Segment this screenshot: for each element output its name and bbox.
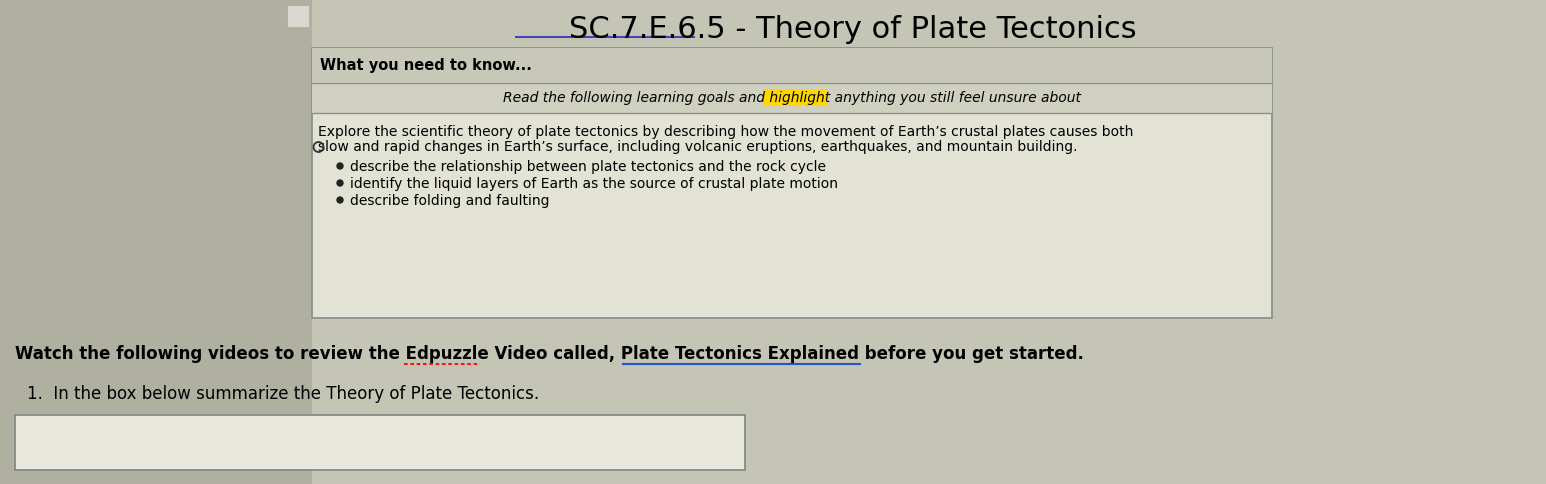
Text: identify the liquid layers of Earth as the source of crustal plate motion: identify the liquid layers of Earth as t… (349, 177, 838, 191)
FancyBboxPatch shape (312, 83, 1272, 113)
FancyBboxPatch shape (312, 48, 1272, 83)
Text: describe folding and faulting: describe folding and faulting (349, 194, 549, 208)
Text: 1.  In the box below summarize the Theory of Plate Tectonics.: 1. In the box below summarize the Theory… (26, 385, 540, 403)
FancyBboxPatch shape (764, 89, 829, 105)
Circle shape (337, 180, 343, 186)
FancyBboxPatch shape (288, 5, 309, 27)
FancyBboxPatch shape (0, 0, 312, 484)
Text: Explore the scientific theory of plate tectonics by describing how the movement : Explore the scientific theory of plate t… (318, 125, 1133, 139)
Text: describe the relationship between plate tectonics and the rock cycle: describe the relationship between plate … (349, 160, 826, 174)
Text: Read the following learning goals and highlight anything you still feel unsure a: Read the following learning goals and hi… (502, 91, 1081, 105)
FancyBboxPatch shape (312, 48, 1272, 318)
Circle shape (337, 163, 343, 169)
Text: slow and rapid changes in Earth’s surface, including volcanic eruptions, earthqu: slow and rapid changes in Earth’s surfac… (318, 140, 1078, 154)
Text: Watch the following videos to review the Edpuzzle Video called, Plate Tectonics : Watch the following videos to review the… (15, 345, 1084, 363)
Text: SC.7.E.6.5 - Theory of Plate Tectonics: SC.7.E.6.5 - Theory of Plate Tectonics (569, 15, 1136, 45)
Circle shape (337, 197, 343, 203)
Text: What you need to know...: What you need to know... (320, 58, 532, 73)
FancyBboxPatch shape (15, 415, 745, 470)
